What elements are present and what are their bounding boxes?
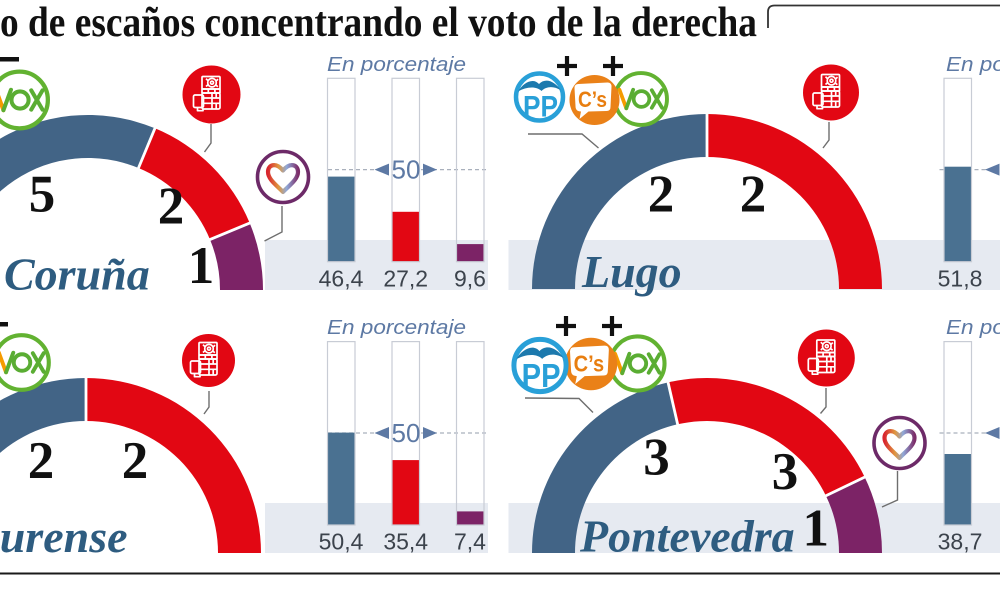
svg-text:2: 2 [648,166,675,224]
svg-text:5: 5 [29,166,56,224]
svg-text:2: 2 [740,166,767,224]
svg-text:PP: PP [523,91,558,124]
svg-text:2: 2 [158,178,185,236]
svg-text:C’s: C’s [578,87,607,112]
svg-text:27,2: 27,2 [383,266,428,292]
svg-text:Lugo: Lugo [581,246,682,297]
svg-text:En porcentaje: En porcentaje [946,53,1000,76]
svg-text:En porcentaje: En porcentaje [946,316,1000,339]
svg-text:1: 1 [802,500,829,558]
svg-text:38,7: 38,7 [938,529,983,555]
svg-text:3: 3 [643,429,670,487]
svg-text:C’s: C’s [574,350,604,376]
svg-text:51,8: 51,8 [938,266,983,292]
svg-text:50: 50 [392,155,421,185]
svg-text:35,4: 35,4 [383,529,428,555]
svg-text:En porcentaje: En porcentaje [327,53,466,76]
svg-text:1: 1 [188,237,215,295]
svg-text:A Coruña: A Coruña [0,249,150,300]
svg-text:46,4: 46,4 [319,266,364,292]
svg-text:50,4: 50,4 [319,529,364,555]
svg-text:o de escaños concentrando el v: o de escaños concentrando el voto de la … [0,0,757,46]
svg-text:Ourense: Ourense [0,511,128,562]
svg-text:En porcentaje: En porcentaje [327,316,466,339]
svg-text:9,6: 9,6 [454,266,486,292]
svg-text:PP: PP [522,358,561,395]
svg-text:50: 50 [392,418,421,448]
svg-text:Pontevedra: Pontevedra [579,511,795,562]
svg-text:2: 2 [28,432,55,490]
svg-text:3: 3 [772,443,799,501]
svg-text:2: 2 [122,432,149,490]
svg-text:7,4: 7,4 [454,529,486,555]
